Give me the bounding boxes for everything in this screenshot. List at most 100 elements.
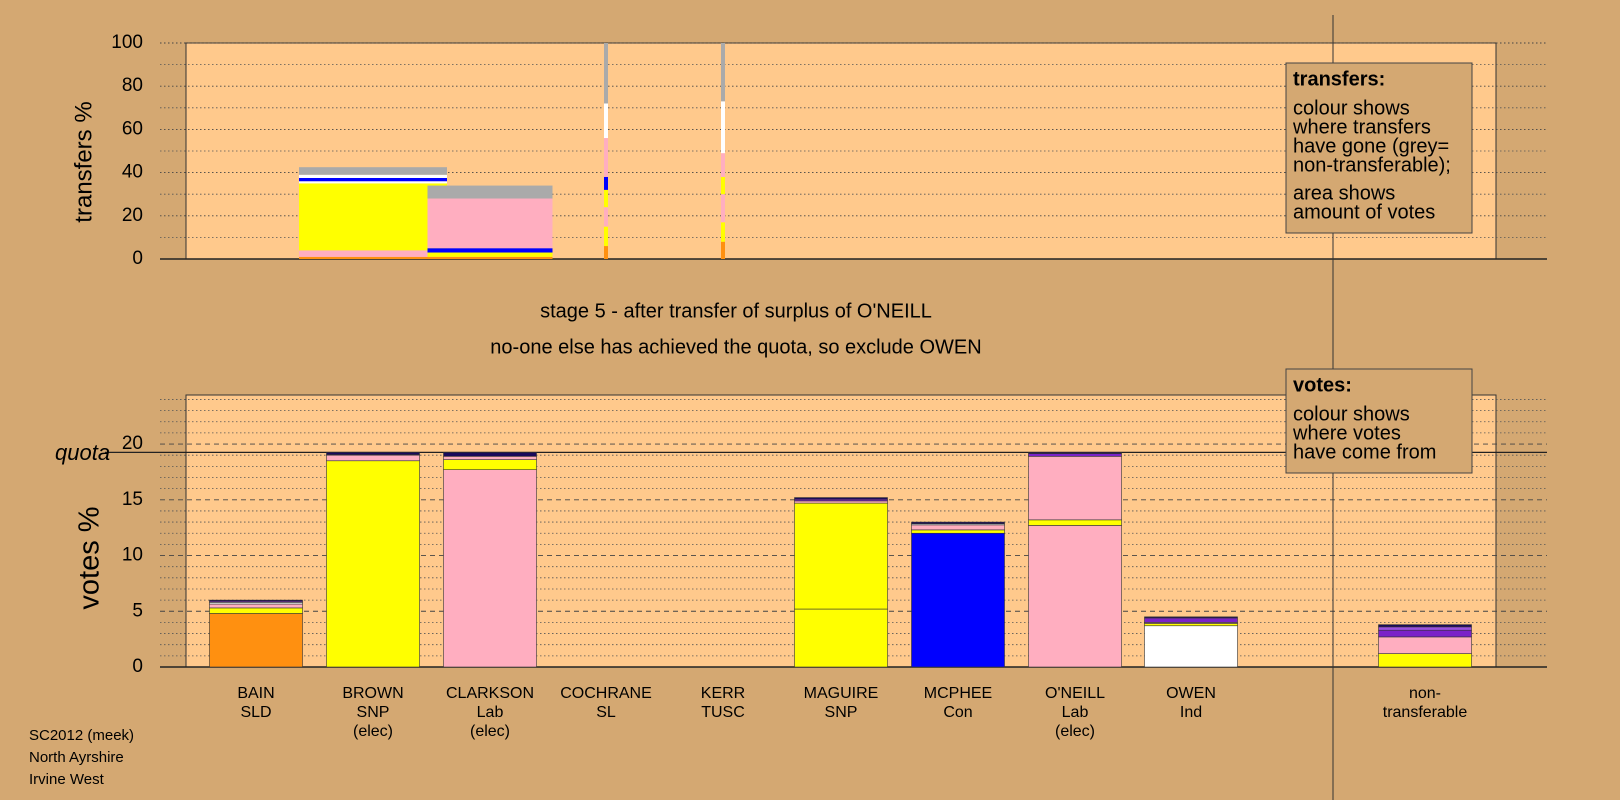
x-tick-label: Con bbox=[943, 704, 972, 721]
bar-segment bbox=[209, 599, 303, 602]
x-tick-label: O'NEILL bbox=[1045, 685, 1105, 702]
bar-segment bbox=[721, 101, 725, 154]
y-tick-label: 100 bbox=[111, 32, 143, 53]
bar-segment bbox=[299, 174, 447, 178]
bar-segment bbox=[443, 452, 537, 457]
stage-text: stage 5 - after transfer of surplus of O… bbox=[540, 300, 932, 322]
x-tick-label: BROWN bbox=[342, 685, 403, 702]
note-line: area shows bbox=[1293, 182, 1395, 204]
bar-segment bbox=[299, 250, 447, 257]
bar-segment bbox=[911, 532, 1005, 668]
bar-segment bbox=[1144, 625, 1238, 668]
bar-segment bbox=[209, 613, 303, 668]
bar-segment bbox=[604, 176, 608, 190]
bar-segment bbox=[604, 138, 608, 177]
bar-segment bbox=[1378, 624, 1472, 628]
x-tick-label: MAGUIRE bbox=[804, 685, 879, 702]
note-line: non-transferable); bbox=[1293, 154, 1451, 176]
bar-segment bbox=[1378, 629, 1472, 638]
x-tick-label: SNP bbox=[357, 704, 390, 721]
y-tick-label: 0 bbox=[132, 656, 143, 677]
bar-segment bbox=[209, 603, 303, 609]
bar-segment bbox=[427, 185, 553, 199]
y-tick-label: 5 bbox=[132, 600, 143, 621]
bar-segment bbox=[721, 241, 725, 259]
bar-segment bbox=[604, 246, 608, 259]
note-box bbox=[1285, 62, 1473, 234]
note-line: colour shows bbox=[1293, 97, 1410, 119]
bar-segment bbox=[794, 608, 888, 668]
bar-segment bbox=[604, 43, 608, 104]
x-tick-label: Lab bbox=[1062, 704, 1089, 721]
x-tick-label: Lab bbox=[477, 704, 504, 721]
note-line: have come from bbox=[1293, 441, 1436, 463]
bar-segment bbox=[209, 607, 303, 614]
y-tick-label: 0 bbox=[132, 248, 143, 269]
bar-segment bbox=[326, 454, 420, 462]
y-tick-label: 20 bbox=[122, 205, 143, 226]
y-tick-label: 10 bbox=[122, 545, 143, 566]
note-line: amount of votes bbox=[1293, 201, 1435, 223]
x-tick-label: KERR bbox=[701, 685, 745, 702]
bar-segment bbox=[1378, 653, 1472, 668]
bar-segment bbox=[604, 207, 608, 227]
stage-text: no-one else has achieved the quota, so e… bbox=[490, 336, 981, 358]
x-tick-label: (elec) bbox=[1055, 723, 1095, 740]
x-tick-label: transferable bbox=[1383, 704, 1468, 721]
x-tick-label: CLARKSON bbox=[446, 685, 534, 702]
footer-text: North Ayrshire bbox=[29, 749, 124, 766]
note-heading: transfers: bbox=[1293, 68, 1385, 90]
y-tick-label: 20 bbox=[122, 433, 143, 454]
x-tick-label: (elec) bbox=[470, 723, 510, 740]
bar-segment bbox=[1378, 636, 1472, 654]
bar-segment bbox=[1028, 456, 1122, 521]
bar-segment bbox=[794, 502, 888, 610]
x-tick-label: SL bbox=[596, 704, 616, 721]
bar-segment bbox=[427, 248, 553, 253]
bar-segment bbox=[911, 529, 1005, 534]
bar-segment bbox=[604, 103, 608, 139]
bar-segment bbox=[604, 226, 608, 247]
bar-segment bbox=[443, 459, 537, 470]
y-tick-label: 80 bbox=[122, 75, 143, 96]
bar-segment bbox=[326, 460, 420, 668]
bar-segment bbox=[427, 198, 553, 249]
x-tick-label: MCPHEE bbox=[924, 685, 992, 702]
bar-segment bbox=[604, 189, 608, 208]
note-line: where transfers bbox=[1292, 116, 1431, 138]
bar-segment bbox=[1144, 617, 1238, 623]
x-tick-label: TUSC bbox=[701, 704, 745, 721]
note-line: where votes bbox=[1292, 422, 1401, 444]
bar-segment bbox=[721, 153, 725, 177]
bar-segment bbox=[427, 256, 553, 259]
bar-segment bbox=[326, 452, 420, 455]
bar-segment bbox=[1028, 453, 1122, 457]
bar-segment bbox=[1028, 519, 1122, 526]
bar-segment bbox=[721, 176, 725, 195]
bar-segment bbox=[1144, 623, 1238, 627]
x-tick-label: SNP bbox=[825, 704, 858, 721]
bar-segment bbox=[721, 194, 725, 223]
bar-segment bbox=[911, 524, 1005, 531]
quota-label: quota bbox=[55, 440, 110, 465]
bar-segment bbox=[794, 500, 888, 504]
x-tick-label: (elec) bbox=[353, 723, 393, 740]
bar-segment bbox=[299, 183, 447, 251]
y-tick-label: 15 bbox=[122, 489, 143, 510]
y-axis-label: votes % bbox=[74, 506, 106, 609]
bar-segment bbox=[721, 222, 725, 242]
x-tick-label: COCHRANE bbox=[560, 685, 652, 702]
bar-segment bbox=[1378, 626, 1472, 631]
note-line: have gone (grey= bbox=[1293, 135, 1449, 157]
footer-text: SC2012 (meek) bbox=[29, 727, 134, 744]
x-tick-label: non- bbox=[1409, 685, 1441, 702]
bar-segment bbox=[1144, 616, 1238, 619]
x-tick-label: OWEN bbox=[1166, 685, 1216, 702]
footer-text: Irvine West bbox=[29, 771, 105, 788]
bar-segment bbox=[299, 178, 447, 182]
note-heading: votes: bbox=[1293, 374, 1352, 396]
note-line: colour shows bbox=[1293, 403, 1410, 425]
y-tick-label: 60 bbox=[122, 118, 143, 139]
bar-segment bbox=[1028, 525, 1122, 668]
